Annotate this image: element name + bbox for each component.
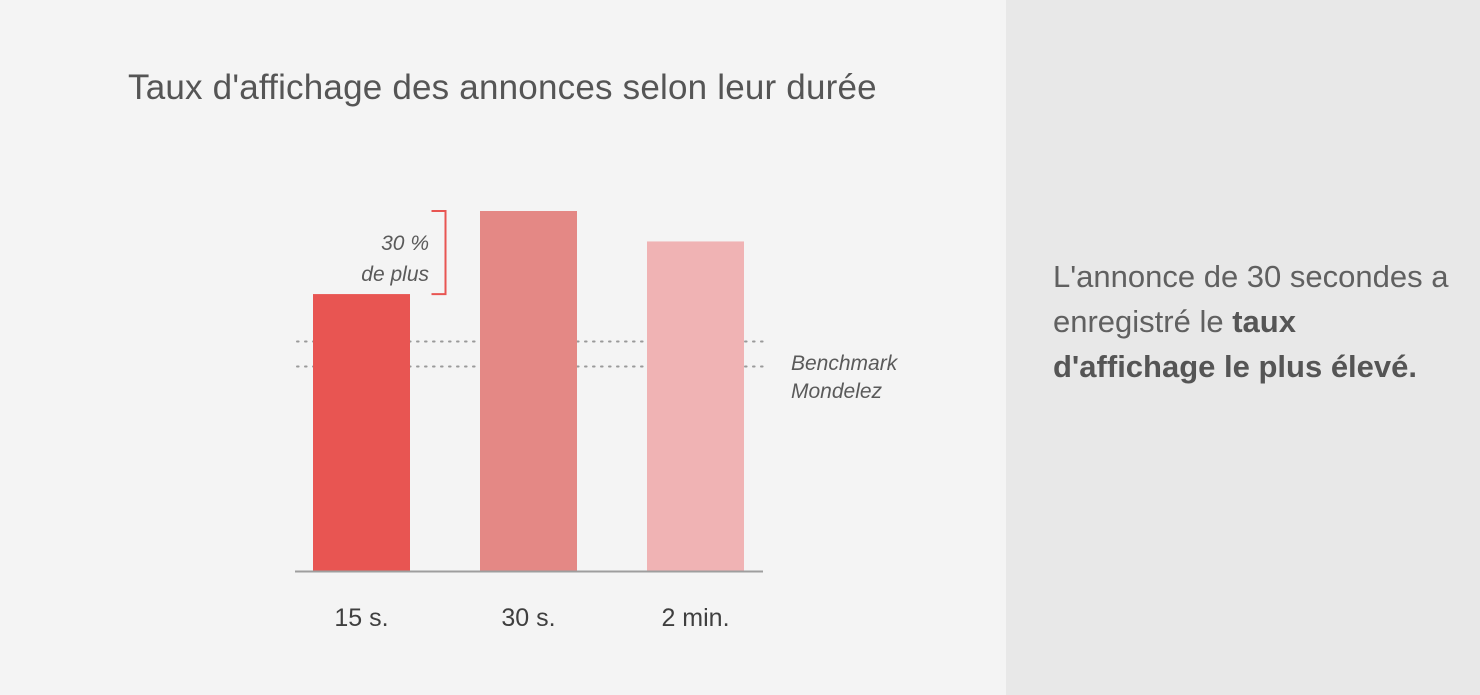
increase-label-line2: de plus xyxy=(361,263,429,286)
increase-bracket xyxy=(431,210,447,296)
x-tick-label-1: 15 s. xyxy=(334,604,388,632)
callout-text: L'annonce de 30 secondes a enregistré le… xyxy=(1053,254,1453,389)
bar-chart: 15 s. 30 s. 2 min. 30 % de plus Benchmark … xyxy=(295,210,899,632)
benchmark-label-line2: Mondelez xyxy=(791,380,883,403)
x-tick-label-2: 30 s. xyxy=(501,604,555,632)
bars xyxy=(313,211,744,571)
chart-title: Taux d'affichage des annonces selon leur… xyxy=(128,68,877,107)
increase-bracket-line xyxy=(431,210,447,296)
bar-2 xyxy=(480,211,577,571)
bar-3 xyxy=(647,241,744,571)
callout-text-plain: L'annonce de 30 secondes a enregistré le xyxy=(1053,259,1449,339)
bar-1 xyxy=(313,294,410,571)
x-tick-label-3: 2 min. xyxy=(661,604,729,632)
callout-panel xyxy=(1006,0,1480,695)
benchmark-label-line1: Benchmark xyxy=(791,352,899,375)
increase-label-line1: 30 % xyxy=(381,232,429,255)
callout-text-bold: taux d'affichage le plus élevé. xyxy=(1053,304,1418,384)
x-tick-labels: 15 s. 30 s. 2 min. xyxy=(334,604,729,632)
